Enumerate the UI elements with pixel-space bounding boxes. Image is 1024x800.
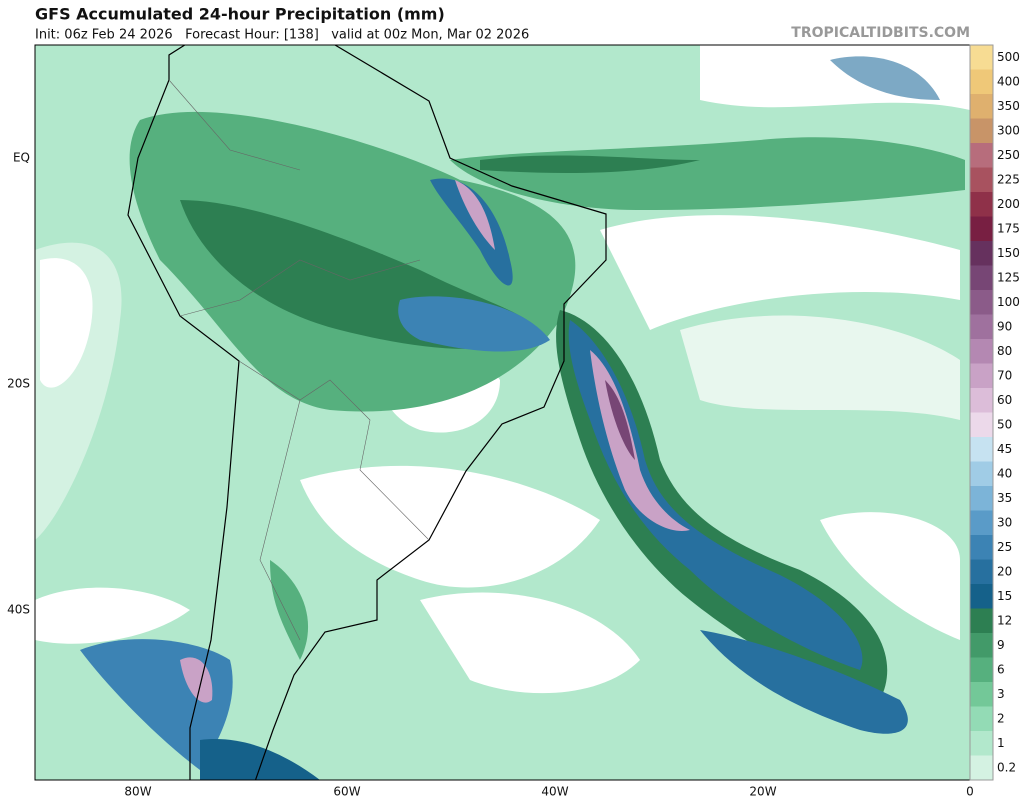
colorbar-swatch bbox=[970, 682, 993, 707]
colorbar-frame bbox=[969, 44, 994, 781]
colorbar-label: 35 bbox=[997, 491, 1012, 505]
colorbar-label: 300 bbox=[997, 123, 1020, 137]
site-name: TROPICALTIDBITS.COM bbox=[791, 25, 970, 41]
colorbar-label: 500 bbox=[997, 50, 1020, 64]
colorbar-label: 80 bbox=[997, 344, 1012, 358]
colorbar-swatch bbox=[970, 437, 993, 462]
colorbar-swatch bbox=[970, 216, 993, 241]
colorbar-swatch bbox=[970, 608, 993, 633]
colorbar-swatch bbox=[970, 731, 993, 756]
colorbar-swatch bbox=[970, 584, 993, 609]
colorbar-label: 1 bbox=[997, 736, 1005, 750]
colorbar-swatch bbox=[970, 388, 993, 413]
colorbar-swatch bbox=[970, 535, 993, 560]
colorbar-label: 100 bbox=[997, 295, 1020, 309]
colorbar-label: 0.2 bbox=[997, 760, 1016, 774]
colorbar-swatch bbox=[970, 192, 993, 217]
colorbar-swatch bbox=[970, 167, 993, 192]
colorbar-label: 90 bbox=[997, 319, 1012, 333]
colorbar-label: 400 bbox=[997, 74, 1020, 88]
colorbar-swatch bbox=[970, 657, 993, 682]
colorbar-label: 30 bbox=[997, 515, 1012, 529]
colorbar-swatch bbox=[970, 755, 993, 780]
lon-label: 0 bbox=[966, 785, 974, 799]
colorbar-swatch bbox=[970, 265, 993, 290]
lon-label: 20W bbox=[749, 785, 776, 799]
colorbar-swatch bbox=[970, 412, 993, 437]
colorbar-label: 9 bbox=[997, 638, 1005, 652]
colorbar: 0.21236912152025303540455060708090100125… bbox=[969, 44, 1020, 781]
colorbar-swatch bbox=[970, 143, 993, 168]
colorbar-label: 40 bbox=[997, 466, 1012, 480]
lon-label: 40W bbox=[541, 785, 568, 799]
colorbar-label: 70 bbox=[997, 368, 1012, 382]
colorbar-swatch bbox=[970, 290, 993, 315]
lat-label: 40S bbox=[7, 603, 30, 617]
colorbar-swatch bbox=[970, 314, 993, 339]
colorbar-label: 6 bbox=[997, 662, 1005, 676]
colorbar-swatch bbox=[970, 118, 993, 143]
colorbar-swatch bbox=[970, 69, 993, 94]
colorbar-label: 12 bbox=[997, 613, 1012, 627]
colorbar-label: 200 bbox=[997, 197, 1020, 211]
colorbar-swatch bbox=[970, 461, 993, 486]
title: GFS Accumulated 24-hour Precipitation (m… bbox=[35, 5, 445, 24]
colorbar-label: 125 bbox=[997, 270, 1020, 284]
colorbar-swatch bbox=[970, 339, 993, 364]
subtitle: Init: 06z Feb 24 2026 Forecast Hour: [13… bbox=[35, 28, 529, 43]
colorbar-label: 225 bbox=[997, 172, 1020, 186]
lon-label: 80W bbox=[124, 785, 151, 799]
colorbar-label: 45 bbox=[997, 442, 1012, 456]
colorbar-swatch bbox=[970, 94, 993, 119]
colorbar-label: 15 bbox=[997, 589, 1012, 603]
colorbar-label: 175 bbox=[997, 221, 1020, 235]
colorbar-label: 350 bbox=[997, 99, 1020, 113]
colorbar-label: 60 bbox=[997, 393, 1012, 407]
colorbar-label: 250 bbox=[997, 148, 1020, 162]
lat-label: 20S bbox=[7, 377, 30, 391]
lon-label: 60W bbox=[333, 785, 360, 799]
colorbar-label: 20 bbox=[997, 564, 1012, 578]
colorbar-label: 25 bbox=[997, 540, 1012, 554]
lat-label: EQ bbox=[13, 151, 30, 165]
colorbar-swatch bbox=[970, 241, 993, 266]
colorbar-swatch bbox=[970, 706, 993, 731]
colorbar-label: 3 bbox=[997, 687, 1005, 701]
colorbar-label: 2 bbox=[997, 711, 1005, 725]
colorbar-swatch bbox=[970, 486, 993, 511]
colorbar-label: 150 bbox=[997, 246, 1020, 260]
colorbar-swatch bbox=[970, 363, 993, 388]
map-field bbox=[35, 45, 970, 780]
colorbar-swatch bbox=[970, 45, 993, 70]
colorbar-swatch bbox=[970, 559, 993, 584]
colorbar-swatch bbox=[970, 633, 993, 658]
colorbar-swatch bbox=[970, 510, 993, 535]
colorbar-label: 50 bbox=[997, 417, 1012, 431]
